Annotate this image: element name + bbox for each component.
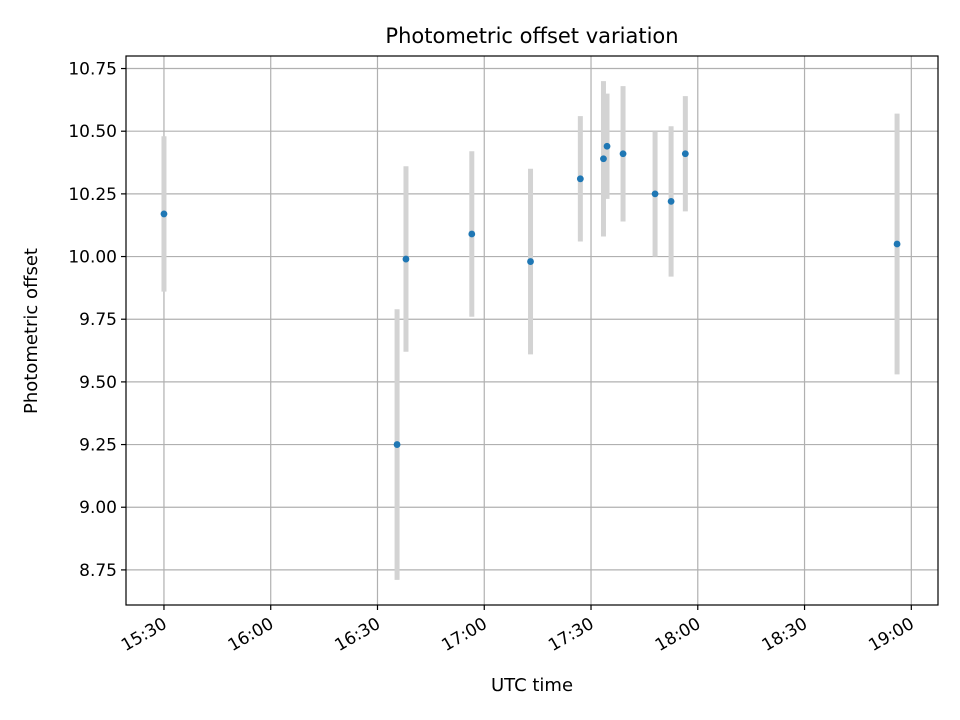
data-point (160, 210, 168, 218)
y-tick-label: 10.25 (68, 185, 117, 205)
x-tick-label: 16:30 (332, 614, 384, 656)
y-axis: 8.75 9.00 9.25 9.50 9.75 10.00 10.25 10.50 10.75 (68, 60, 126, 581)
x-tick-label: 19:00 (865, 614, 917, 656)
y-tick-label: 10.50 (68, 122, 117, 142)
data-point (681, 150, 689, 158)
x-tick-label: 16:00 (225, 614, 277, 656)
x-axis: 15:30 16:00 16:30 17:00 17:30 18:00 18:30 19:00 (118, 605, 918, 656)
data-point (527, 258, 534, 265)
data-point (402, 255, 410, 263)
data-points (160, 142, 901, 448)
x-tick-label: 18:00 (652, 614, 704, 656)
data-point (651, 190, 659, 198)
y-tick-label: 9.25 (79, 436, 117, 456)
y-tick-label: 9.00 (79, 498, 117, 518)
y-axis-label: Photometric offset (21, 248, 42, 414)
errorbars (161, 81, 900, 580)
data-point (893, 240, 901, 248)
data-point (393, 441, 401, 448)
data-point (619, 150, 627, 158)
x-tick-label: 17:30 (545, 614, 597, 656)
data-point (576, 175, 584, 183)
data-point (667, 197, 675, 205)
data-point (468, 230, 476, 238)
y-tick-label: 10.00 (68, 248, 117, 268)
plot-frame (125, 55, 939, 606)
data-point (603, 142, 611, 150)
x-tick-label: 18:30 (759, 614, 811, 656)
chart-title: Photometric offset variation (385, 24, 678, 48)
y-tick-label: 9.50 (79, 373, 117, 393)
y-tick-label: 9.75 (79, 310, 117, 330)
y-tick-label: 8.75 (79, 561, 117, 581)
data-point (600, 155, 607, 163)
x-tick-label: 15:30 (118, 614, 170, 656)
x-tick-label: 17:00 (438, 614, 490, 656)
x-axis-label: UTC time (491, 675, 573, 696)
y-tick-label: 10.75 (68, 60, 117, 80)
